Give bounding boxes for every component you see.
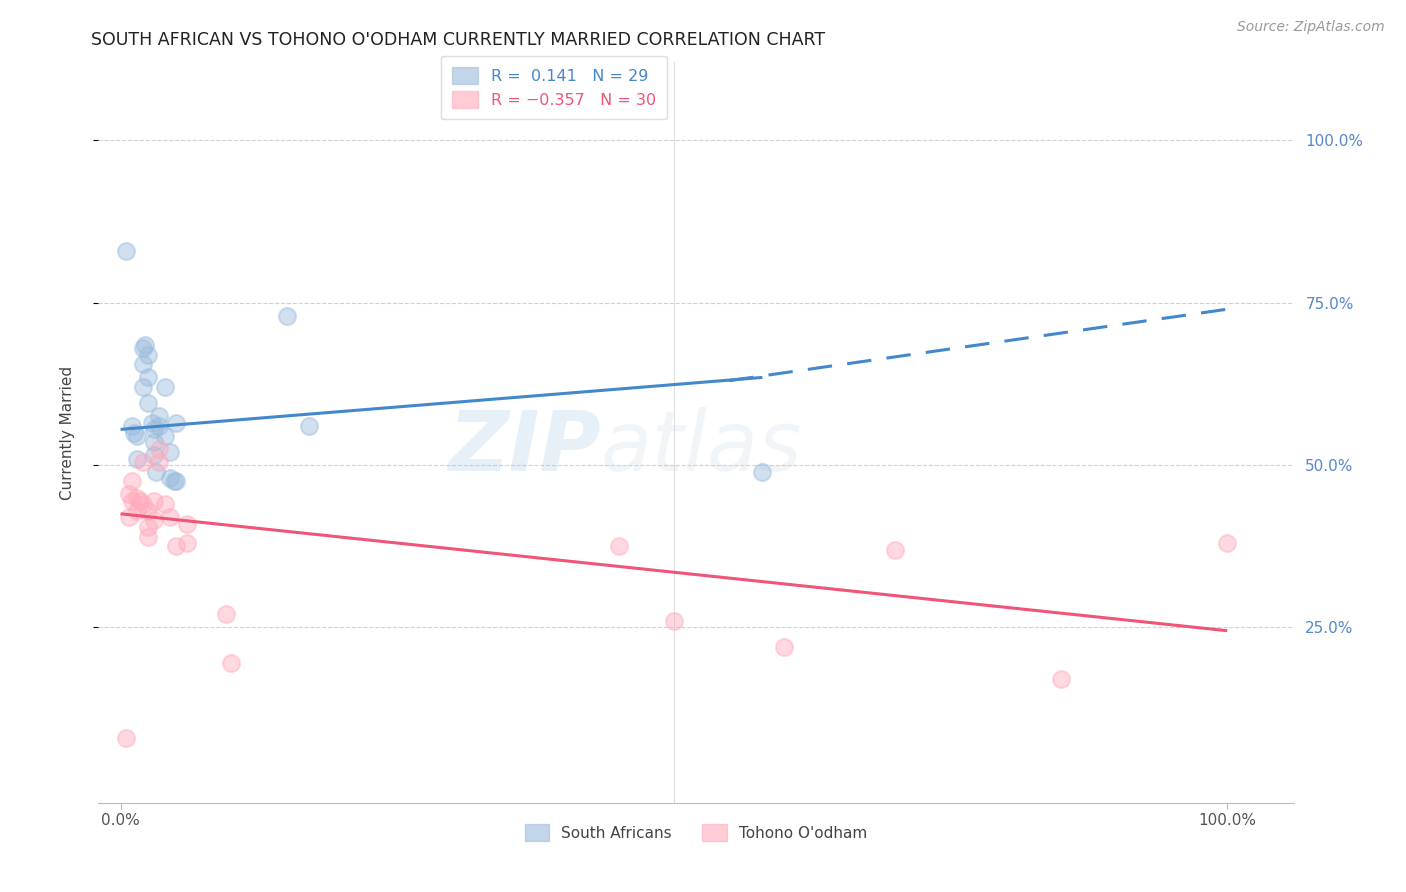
Point <box>165 475 187 489</box>
Point <box>141 416 163 430</box>
Point <box>118 487 141 501</box>
Point <box>145 465 167 479</box>
Point <box>142 493 165 508</box>
Point <box>176 536 198 550</box>
Point <box>176 516 198 531</box>
Point <box>159 471 181 485</box>
Point <box>153 497 176 511</box>
Point <box>136 370 159 384</box>
Point <box>115 731 138 745</box>
Text: ZIP: ZIP <box>447 407 600 488</box>
Point <box>165 539 187 553</box>
Point <box>142 448 165 462</box>
Point <box>136 348 159 362</box>
Point <box>142 513 165 527</box>
Point <box>136 529 159 543</box>
Point <box>131 455 153 469</box>
Point <box>148 442 170 456</box>
Point <box>131 341 153 355</box>
Point <box>136 520 159 534</box>
Point <box>298 419 321 434</box>
Point <box>136 396 159 410</box>
Point <box>153 429 176 443</box>
Point <box>121 419 143 434</box>
Point <box>165 416 187 430</box>
Point <box>127 429 149 443</box>
Point <box>662 614 685 628</box>
Point <box>219 656 242 670</box>
Point <box>127 503 149 517</box>
Point <box>115 244 138 258</box>
Point <box>1216 536 1239 550</box>
Point <box>129 493 152 508</box>
Point <box>159 445 181 459</box>
Point <box>148 455 170 469</box>
Point <box>153 380 176 394</box>
Point <box>163 475 186 489</box>
Legend: South Africans, Tohono O'odham: South Africans, Tohono O'odham <box>519 818 873 847</box>
Point <box>131 358 153 372</box>
Point <box>773 640 796 654</box>
Point <box>142 422 165 436</box>
Point <box>127 491 149 505</box>
Y-axis label: Currently Married: Currently Married <box>60 366 75 500</box>
Point <box>127 451 149 466</box>
Point <box>118 510 141 524</box>
Point <box>884 542 907 557</box>
Point <box>159 510 181 524</box>
Point <box>607 539 630 553</box>
Point <box>1050 673 1073 687</box>
Text: Source: ZipAtlas.com: Source: ZipAtlas.com <box>1237 20 1385 34</box>
Point <box>276 309 298 323</box>
Point <box>121 475 143 489</box>
Text: SOUTH AFRICAN VS TOHONO O'ODHAM CURRENTLY MARRIED CORRELATION CHART: SOUTH AFRICAN VS TOHONO O'ODHAM CURRENTL… <box>91 31 825 49</box>
Point <box>121 493 143 508</box>
Point <box>131 380 153 394</box>
Point <box>142 435 165 450</box>
Point <box>215 607 238 622</box>
Point <box>122 425 145 440</box>
Point <box>136 503 159 517</box>
Text: atlas: atlas <box>600 407 801 488</box>
Point <box>148 409 170 424</box>
Point <box>131 497 153 511</box>
Point <box>134 338 156 352</box>
Point <box>751 465 773 479</box>
Point <box>148 419 170 434</box>
